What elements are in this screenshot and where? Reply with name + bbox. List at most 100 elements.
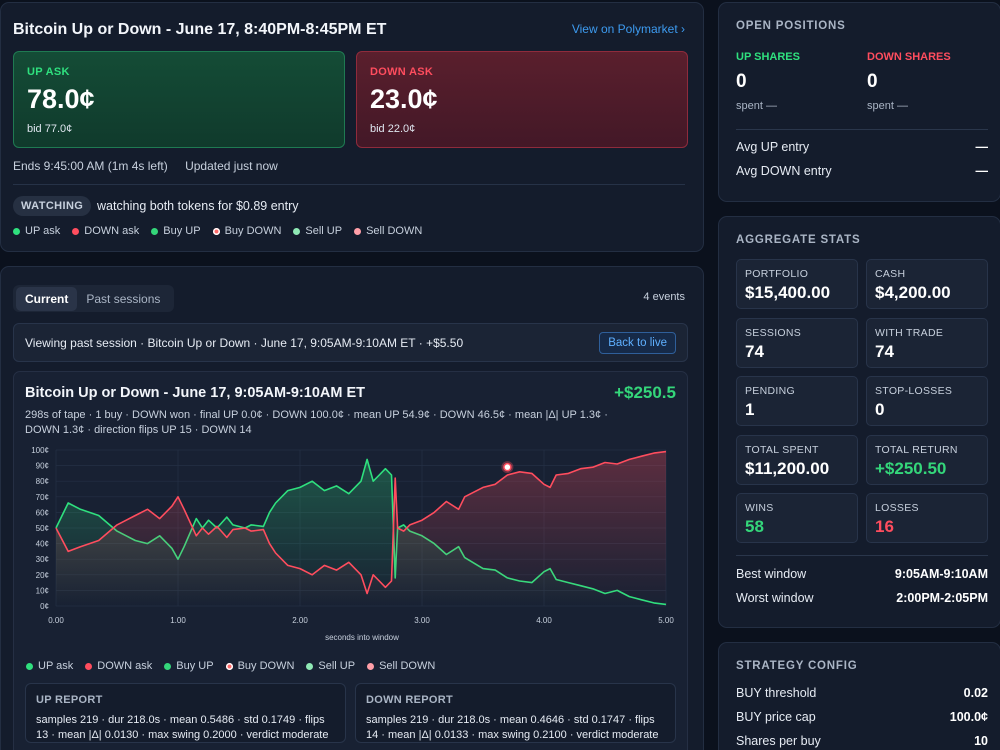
stat-value: $4,200.00: [875, 283, 951, 302]
avg-up-entry-row: Avg UP entry —: [736, 140, 988, 154]
worst-window-row: Worst window 2:00PM-2:05PM: [736, 591, 988, 605]
x-tick-label: 1.00: [170, 616, 186, 625]
legend-label: Buy DOWN: [224, 225, 282, 237]
stat-label: PENDING: [745, 385, 795, 397]
legend-down-ask: DOWN ask: [72, 225, 139, 237]
legend-label: UP ask: [25, 225, 61, 237]
legend-sell-down: Sell DOWN: [354, 225, 422, 237]
up-ask-label: UP ASK: [27, 66, 70, 78]
stat-label: CASH: [875, 268, 906, 280]
stat-value: 1: [745, 400, 755, 419]
stat-label: STOP-LOSSES: [875, 385, 953, 397]
green-dot-icon: [26, 662, 33, 670]
updated-text: Updated just now: [185, 159, 278, 173]
y-tick-label: 10¢: [36, 586, 49, 595]
red-ring-dot-icon: [212, 227, 220, 235]
x-axis-ticks: 0.00 1.00 2.00 3.00 4.00 5.00: [48, 616, 674, 625]
down-report-title: DOWN REPORT: [366, 694, 454, 706]
tab-current[interactable]: Current: [16, 286, 78, 311]
stat-label: TOTAL RETURN: [875, 444, 958, 456]
stat-value: 74: [745, 342, 764, 361]
back-to-live-button[interactable]: Back to live: [599, 332, 676, 354]
up-ask-panel: UP ASK 78.0¢ bid 77.0¢: [13, 51, 345, 148]
down-spent: spent —: [867, 100, 908, 112]
down-report: DOWN REPORT samples 219 · dur 218.0s · m…: [355, 683, 676, 743]
pink-dot-icon: [367, 662, 375, 670]
x-tick-label: 3.00: [414, 616, 430, 625]
legend-sell-down: Sell DOWN: [367, 660, 435, 672]
buy-threshold-label: BUY threshold: [736, 686, 817, 700]
up-ask-price: 78.0¢: [27, 84, 95, 114]
y-tick-label: 0¢: [40, 602, 49, 611]
chart-events: [501, 461, 514, 474]
divider: [736, 555, 988, 556]
buy-down-marker[interactable]: [503, 462, 512, 472]
red-dot-icon: [85, 662, 93, 670]
y-tick-label: 80¢: [36, 477, 49, 486]
red-dot-icon: [72, 227, 80, 235]
up-shares-value: 0: [736, 71, 747, 92]
session-card: Current Past sessions 4 events Viewing p…: [0, 266, 704, 750]
legend-label: UP ask: [38, 660, 74, 672]
shares-per-buy-row: Shares per buy 10: [736, 734, 988, 748]
tab-past-sessions[interactable]: Past sessions: [86, 291, 161, 306]
x-tick-label: 4.00: [536, 616, 552, 625]
session-detail: Bitcoin Up or Down - June 17, 9:05AM-9:1…: [13, 371, 688, 750]
stat-with-trade: WITH TRADE 74: [866, 318, 988, 368]
y-tick-label: 50¢: [36, 524, 49, 533]
down-ask-price: 23.0¢: [370, 84, 438, 114]
stat-portfolio: PORTFOLIO $15,400.00: [736, 259, 858, 309]
legend-label: DOWN ask: [84, 225, 140, 237]
stat-wins: WINS 58: [736, 493, 858, 543]
stat-label: WINS: [745, 502, 774, 514]
buy-threshold-row: BUY threshold 0.02: [736, 686, 988, 700]
market-card: Bitcoin Up or Down - June 17, 8:40PM-8:4…: [0, 2, 704, 252]
legend-buy-up: Buy UP: [151, 225, 201, 237]
market-title: Bitcoin Up or Down - June 17, 8:40PM-8:4…: [13, 21, 387, 38]
up-report-title: UP REPORT: [36, 694, 103, 706]
stat-label: WITH TRADE: [875, 327, 944, 339]
legend-buy-down: Buy DOWN: [212, 225, 282, 237]
divider: [736, 129, 988, 130]
stat-label: TOTAL SPENT: [745, 444, 819, 456]
viewing-text: Viewing past session · Bitcoin Up or Dow…: [25, 336, 464, 350]
legend-sell-up: Sell UP: [293, 225, 342, 237]
avg-up-entry-label: Avg UP entry: [736, 140, 810, 154]
y-tick-label: 30¢: [36, 555, 49, 564]
legend-label: Sell UP: [318, 660, 356, 672]
up-spent: spent —: [736, 100, 777, 112]
legend-label: Buy UP: [176, 660, 214, 672]
status-badge: WATCHING: [13, 196, 92, 216]
x-tick-label: 0.00: [48, 616, 64, 625]
y-tick-label: 70¢: [36, 493, 49, 502]
market-timing: Ends 9:45:00 AM (1m 4s left) Updated jus…: [13, 159, 292, 173]
down-bid: bid 22.0¢: [370, 123, 416, 135]
light-green-dot-icon: [293, 227, 301, 235]
down-ask-panel: DOWN ASK 23.0¢ bid 22.0¢: [356, 51, 688, 148]
buy-cap-row: BUY price cap 100.0¢: [736, 710, 988, 724]
shares-per-buy-value: 10: [974, 734, 988, 748]
chart-legend: UP ask DOWN ask Buy UP Buy DOWN Sell UP …: [26, 660, 435, 672]
worst-window-label: Worst window: [736, 591, 814, 605]
x-tick-label: 2.00: [292, 616, 308, 625]
stat-total-spent: TOTAL SPENT $11,200.00: [736, 435, 858, 485]
stat-losses: LOSSES 16: [866, 493, 988, 543]
green-dot-icon: [151, 227, 159, 235]
worst-window-value: 2:00PM-2:05PM: [896, 591, 988, 605]
y-tick-label: 60¢: [36, 508, 49, 517]
best-window-value: 9:05AM-9:10AM: [894, 567, 988, 581]
y-tick-label: 90¢: [36, 462, 49, 471]
legend-sell-up: Sell UP: [306, 660, 355, 672]
polymarket-link[interactable]: View on Polymarket ›: [571, 22, 685, 36]
event-legend: UP ask DOWN ask Buy UP Buy DOWN Sell UP …: [13, 225, 422, 237]
shares-per-buy-label: Shares per buy: [736, 734, 821, 748]
legend-label: DOWN ask: [97, 660, 153, 672]
legend-buy-down: Buy DOWN: [225, 660, 294, 672]
y-tick-label: 100¢: [31, 446, 49, 455]
legend-down-ask: DOWN ask: [85, 660, 152, 672]
y-tick-label: 20¢: [36, 571, 49, 580]
stat-value: +$250.50: [875, 459, 947, 478]
down-shares-value: 0: [867, 71, 878, 92]
stat-value: 0: [875, 400, 885, 419]
open-positions-card: OPEN POSITIONS UP SHARES 0 spent — DOWN …: [718, 2, 1000, 202]
